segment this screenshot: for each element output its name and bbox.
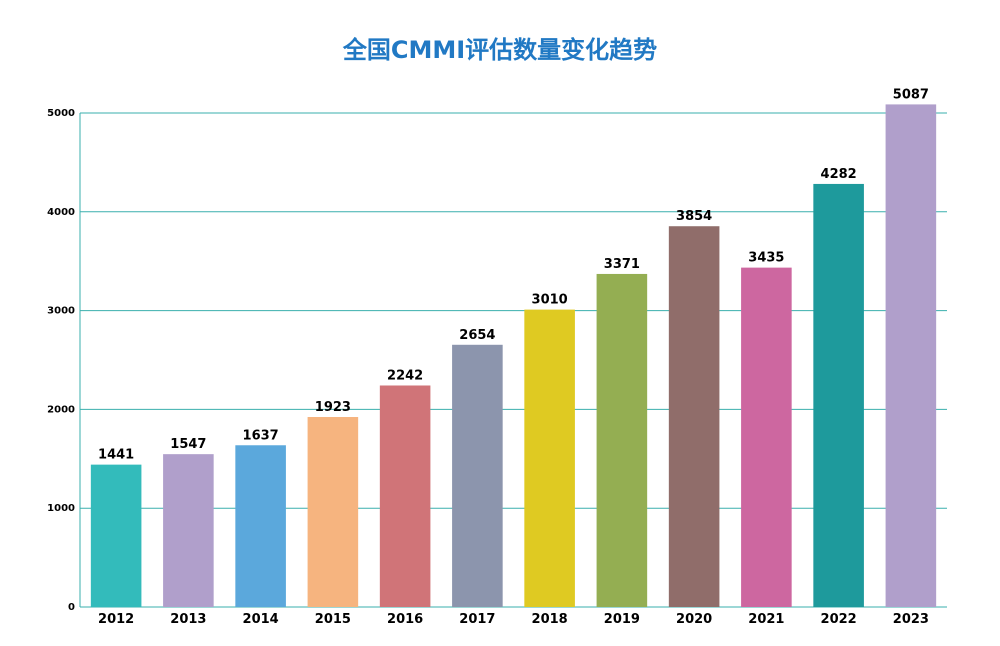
data-label-2018: 3010 (532, 293, 568, 308)
x-tick-label-2014: 2014 (243, 612, 279, 627)
y-tick-label: 1000 (47, 503, 75, 514)
bar-2021 (741, 267, 792, 607)
data-label-2020: 3854 (676, 209, 712, 224)
bar-2022 (813, 183, 864, 607)
bar-2023 (885, 104, 937, 607)
axes (79, 113, 947, 608)
y-tick-label: 4000 (47, 207, 75, 218)
data-label-2013: 1547 (170, 437, 206, 452)
x-tick-label-2018: 2018 (532, 612, 568, 627)
x-tick-label-2012: 2012 (98, 612, 134, 627)
x-tick-label-2017: 2017 (459, 612, 495, 627)
data-label-2022: 4282 (821, 167, 857, 182)
y-tick-labels: 0 1000 2000 3000 4000 5000 (47, 108, 75, 613)
data-label-2012: 1441 (98, 448, 134, 463)
bar-2015 (307, 417, 359, 607)
data-labels: 1441 1547 1637 1923 2242 2654 3010 3371 3854 3435… (98, 87, 929, 462)
x-tick-label-2021: 2021 (748, 612, 784, 627)
x-tick-labels: 2012 2013 2014 2015 2016 2017 2018 2019 2020 2021… (98, 612, 929, 627)
bar-2014 (235, 445, 286, 607)
x-tick-label-2019: 2019 (604, 612, 640, 627)
bar-2017 (452, 344, 503, 607)
y-tick-label: 2000 (47, 404, 75, 415)
bar-2019 (596, 273, 648, 607)
x-tick-label-2023: 2023 (893, 612, 929, 627)
y-tick-label: 0 (68, 602, 75, 613)
bar-2016 (379, 385, 431, 607)
data-label-2019: 3371 (604, 257, 640, 272)
data-label-2017: 2654 (459, 328, 495, 343)
y-tick-label: 3000 (47, 306, 75, 317)
x-tick-label-2015: 2015 (315, 612, 351, 627)
data-label-2014: 1637 (243, 428, 279, 443)
chart-title: 全国CMMI评估数量变化趋势 (342, 36, 657, 64)
x-tick-label-2022: 2022 (821, 612, 857, 627)
data-label-2016: 2242 (387, 368, 423, 383)
bar-2018 (524, 309, 575, 607)
data-label-2023: 5087 (893, 87, 929, 102)
data-label-2015: 1923 (315, 400, 351, 415)
x-tick-label-2013: 2013 (170, 612, 206, 627)
bar-2012 (90, 464, 142, 607)
bars (90, 104, 937, 607)
data-label-2021: 3435 (748, 251, 784, 266)
bar-2020 (668, 226, 720, 607)
gridlines (80, 112, 947, 509)
x-tick-label-2020: 2020 (676, 612, 712, 627)
x-tick-label-2016: 2016 (387, 612, 423, 627)
bar-2013 (163, 454, 214, 607)
y-tick-label: 5000 (47, 108, 75, 119)
